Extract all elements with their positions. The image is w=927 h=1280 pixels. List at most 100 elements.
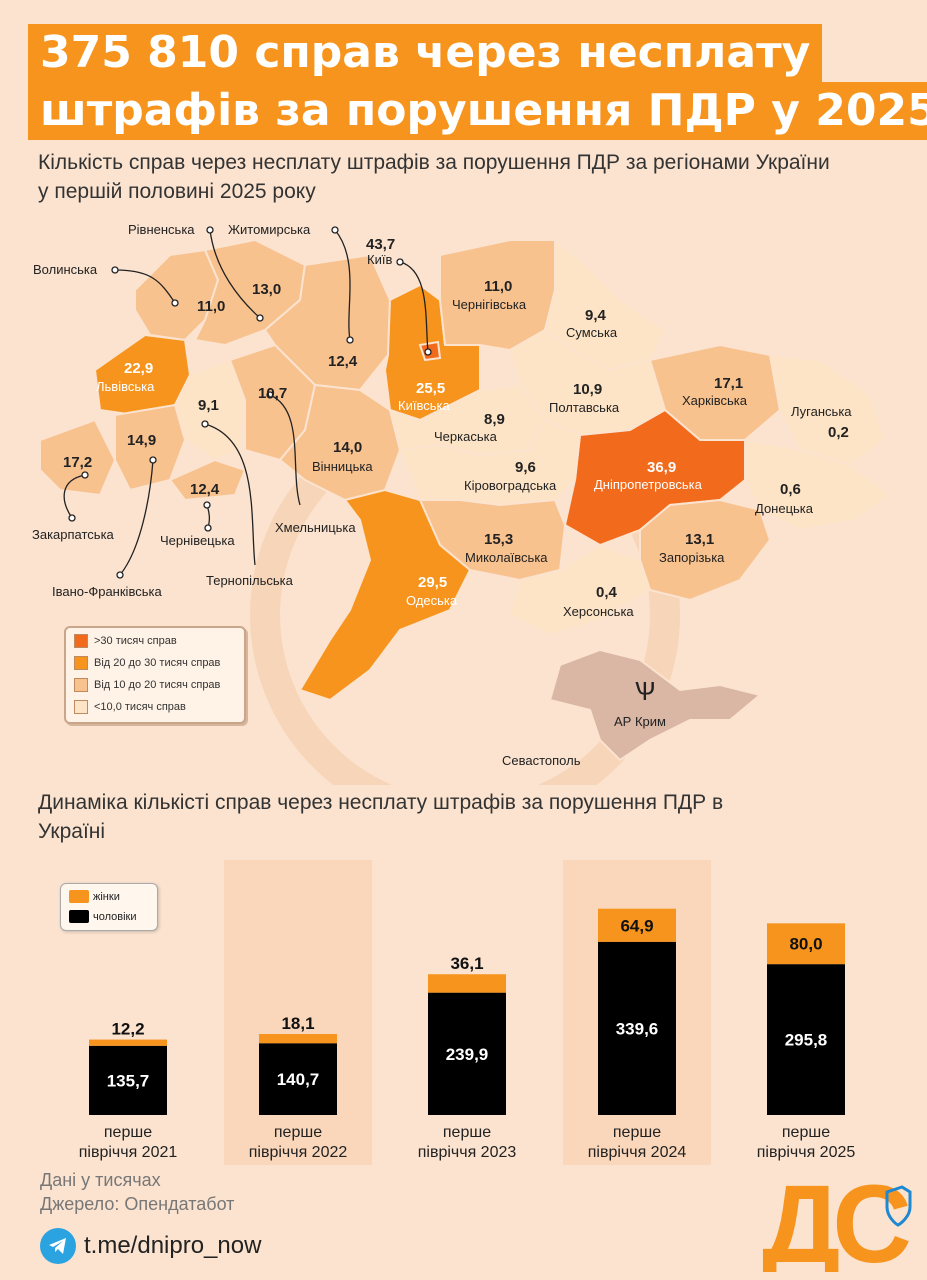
region-value-vinnytska: 14,0	[333, 439, 362, 456]
region-name-cherkaska: Черкаська	[434, 429, 498, 444]
highlight-column	[224, 860, 372, 1165]
bar-legend-men-label: чоловіки	[93, 910, 137, 923]
region-name-chernivetska: Чернівецька	[160, 533, 235, 548]
bar-men	[89, 1045, 167, 1115]
bar-women-value: 12,2	[111, 1020, 144, 1039]
bar-legend-women: жінки	[69, 890, 120, 903]
x-tick-label: перше	[104, 1124, 152, 1141]
ds-logo: ДС	[762, 1163, 912, 1272]
region-value-volynska: 11,0	[197, 298, 225, 315]
region-name-zakarpatska: Закарпатська	[32, 527, 115, 542]
page-title-line1: 375 810 справ через несплату	[28, 24, 823, 82]
bar-men	[259, 1043, 337, 1115]
region-value-zaporizka: 13,1	[685, 531, 714, 548]
region-value-dnipropetrovska: 36,9	[647, 459, 676, 476]
region-name-donetska: Донецька	[755, 501, 814, 516]
region-name-volynska: Волинська	[33, 262, 98, 277]
ukraine-map: Ѱ	[39, 237, 892, 785]
region-name-sumska: Сумська	[566, 325, 618, 340]
region-name-sevastopol: Севастополь	[502, 753, 581, 768]
region-value-sumska: 9,4	[585, 307, 607, 324]
units-note: Дані у тисячах	[40, 1170, 161, 1190]
bar-chart: 135,7 12,2 перше півріччя 2021 140,7 18,1 перш…	[79, 860, 855, 1165]
region-name-rivnenska: Рівненська	[128, 222, 195, 237]
region-name-lvivska: Львівська	[96, 379, 155, 394]
region-value-donetska: 0,6	[780, 481, 801, 498]
x-tick-label: перше	[274, 1124, 322, 1141]
bar-legend: жінки чоловіки	[60, 883, 158, 931]
bar-women-value: 18,1	[281, 1014, 314, 1033]
bar-women	[89, 1039, 167, 1046]
page-title-line2: штрафів за порушення ПДР у 2025	[28, 82, 927, 140]
region-name-khersonska: Херсонська	[563, 604, 634, 619]
legend-swatch	[74, 678, 88, 692]
region-name-chernihivska: Чернігівська	[452, 297, 527, 312]
map-labels: Волинська 11,0 Рівненська 13,0 Житомирсь…	[32, 222, 852, 768]
bar-women-value: 80,0	[789, 935, 822, 954]
bar-women	[598, 908, 676, 942]
region-value-khmelnytska: 10,7	[258, 385, 287, 402]
bar-men	[767, 964, 845, 1115]
region-name-khmelnytska: Хмельницька	[275, 520, 356, 535]
bar-men	[428, 992, 506, 1115]
x-tick-label: перше	[782, 1124, 830, 1141]
telegram-label: t.me/dnipro_now	[84, 1232, 262, 1259]
legend-swatch	[74, 700, 88, 714]
region-value-kyiv: 43,7	[366, 236, 395, 253]
region-name-vinnytska: Вінницька	[312, 459, 373, 474]
telegram-icon	[40, 1228, 76, 1264]
map-legend-item: <10,0 тисяч справ	[74, 700, 186, 714]
region-shape-khersonska	[508, 543, 652, 637]
region-name-kyivska: Київська	[398, 398, 450, 413]
map-legend-item: Від 20 до 30 тисяч справ	[74, 656, 220, 670]
legend-swatch	[74, 656, 88, 670]
legend-swatch	[74, 634, 88, 648]
legend-label: >30 тисяч справ	[94, 635, 177, 647]
region-shape-kirovohradska	[398, 418, 582, 507]
bar-women	[259, 1034, 337, 1044]
bar-women-value: 36,1	[450, 954, 483, 973]
telegram-link[interactable]: t.me/dnipro_now	[40, 1228, 261, 1264]
region-name-ternopilska: Тернопільська	[206, 573, 294, 588]
region-name-kyiv: Київ	[367, 252, 392, 267]
legend-label: <10,0 тисяч справ	[94, 701, 186, 713]
region-shape-luhanska	[768, 353, 887, 467]
bar-women-value: 64,9	[620, 916, 653, 935]
region-shape-chernivetska	[168, 458, 247, 502]
x-tick-label: півріччя 2022	[249, 1144, 348, 1161]
map-legend-item: >30 тисяч справ	[74, 634, 177, 648]
bar-women	[767, 923, 845, 965]
region-shape-odeska	[298, 488, 472, 702]
bar-men-value: 239,9	[446, 1045, 489, 1064]
region-value-ternopilska: 9,1	[198, 397, 219, 414]
region-shape-donetska	[744, 438, 892, 532]
region-value-khersonska: 0,4	[596, 584, 618, 601]
region-name-kharkivska: Харківська	[682, 393, 748, 408]
dynamics-subtitle: Динаміка кількісті справ через несплату …	[38, 791, 724, 843]
region-name-luhanska: Луганська	[791, 404, 852, 419]
trident-icon: Ѱ	[635, 676, 656, 706]
region-value-zhytomyrska: 12,4	[328, 353, 358, 370]
region-shape-crimea	[548, 648, 763, 762]
x-tick-label: перше	[443, 1124, 491, 1141]
region-value-lvivska: 22,9	[124, 360, 153, 377]
bar-men-value: 295,8	[785, 1031, 828, 1050]
region-name-zhytomyrska: Житомирська	[228, 222, 311, 237]
region-name-poltavska: Полтавська	[549, 400, 620, 415]
region-value-ivanofrankivska: 14,9	[127, 432, 156, 449]
bar-men-value: 140,7	[277, 1070, 320, 1089]
map-subtitle: Кількість справ через несплату штрафів з…	[38, 151, 830, 203]
x-tick-label: півріччя 2024	[588, 1144, 687, 1161]
x-tick-label: півріччя 2023	[418, 1144, 517, 1161]
bar-legend-women-label: жінки	[93, 890, 120, 903]
bar-men	[598, 941, 676, 1115]
region-value-chernihivska: 11,0	[484, 278, 512, 295]
region-name-ivanofrankivska: Івано-Франківська	[52, 584, 162, 599]
bar-women	[428, 974, 506, 993]
region-value-rivnenska: 13,0	[252, 281, 281, 298]
logo-text: ДС	[762, 1163, 909, 1272]
region-value-luhanska: 0,2	[828, 424, 849, 441]
legend-label: Від 10 до 20 тисяч справ	[94, 679, 221, 691]
region-value-kirovohradska: 9,6	[515, 459, 536, 476]
bar-men-value: 339,6	[616, 1019, 659, 1038]
